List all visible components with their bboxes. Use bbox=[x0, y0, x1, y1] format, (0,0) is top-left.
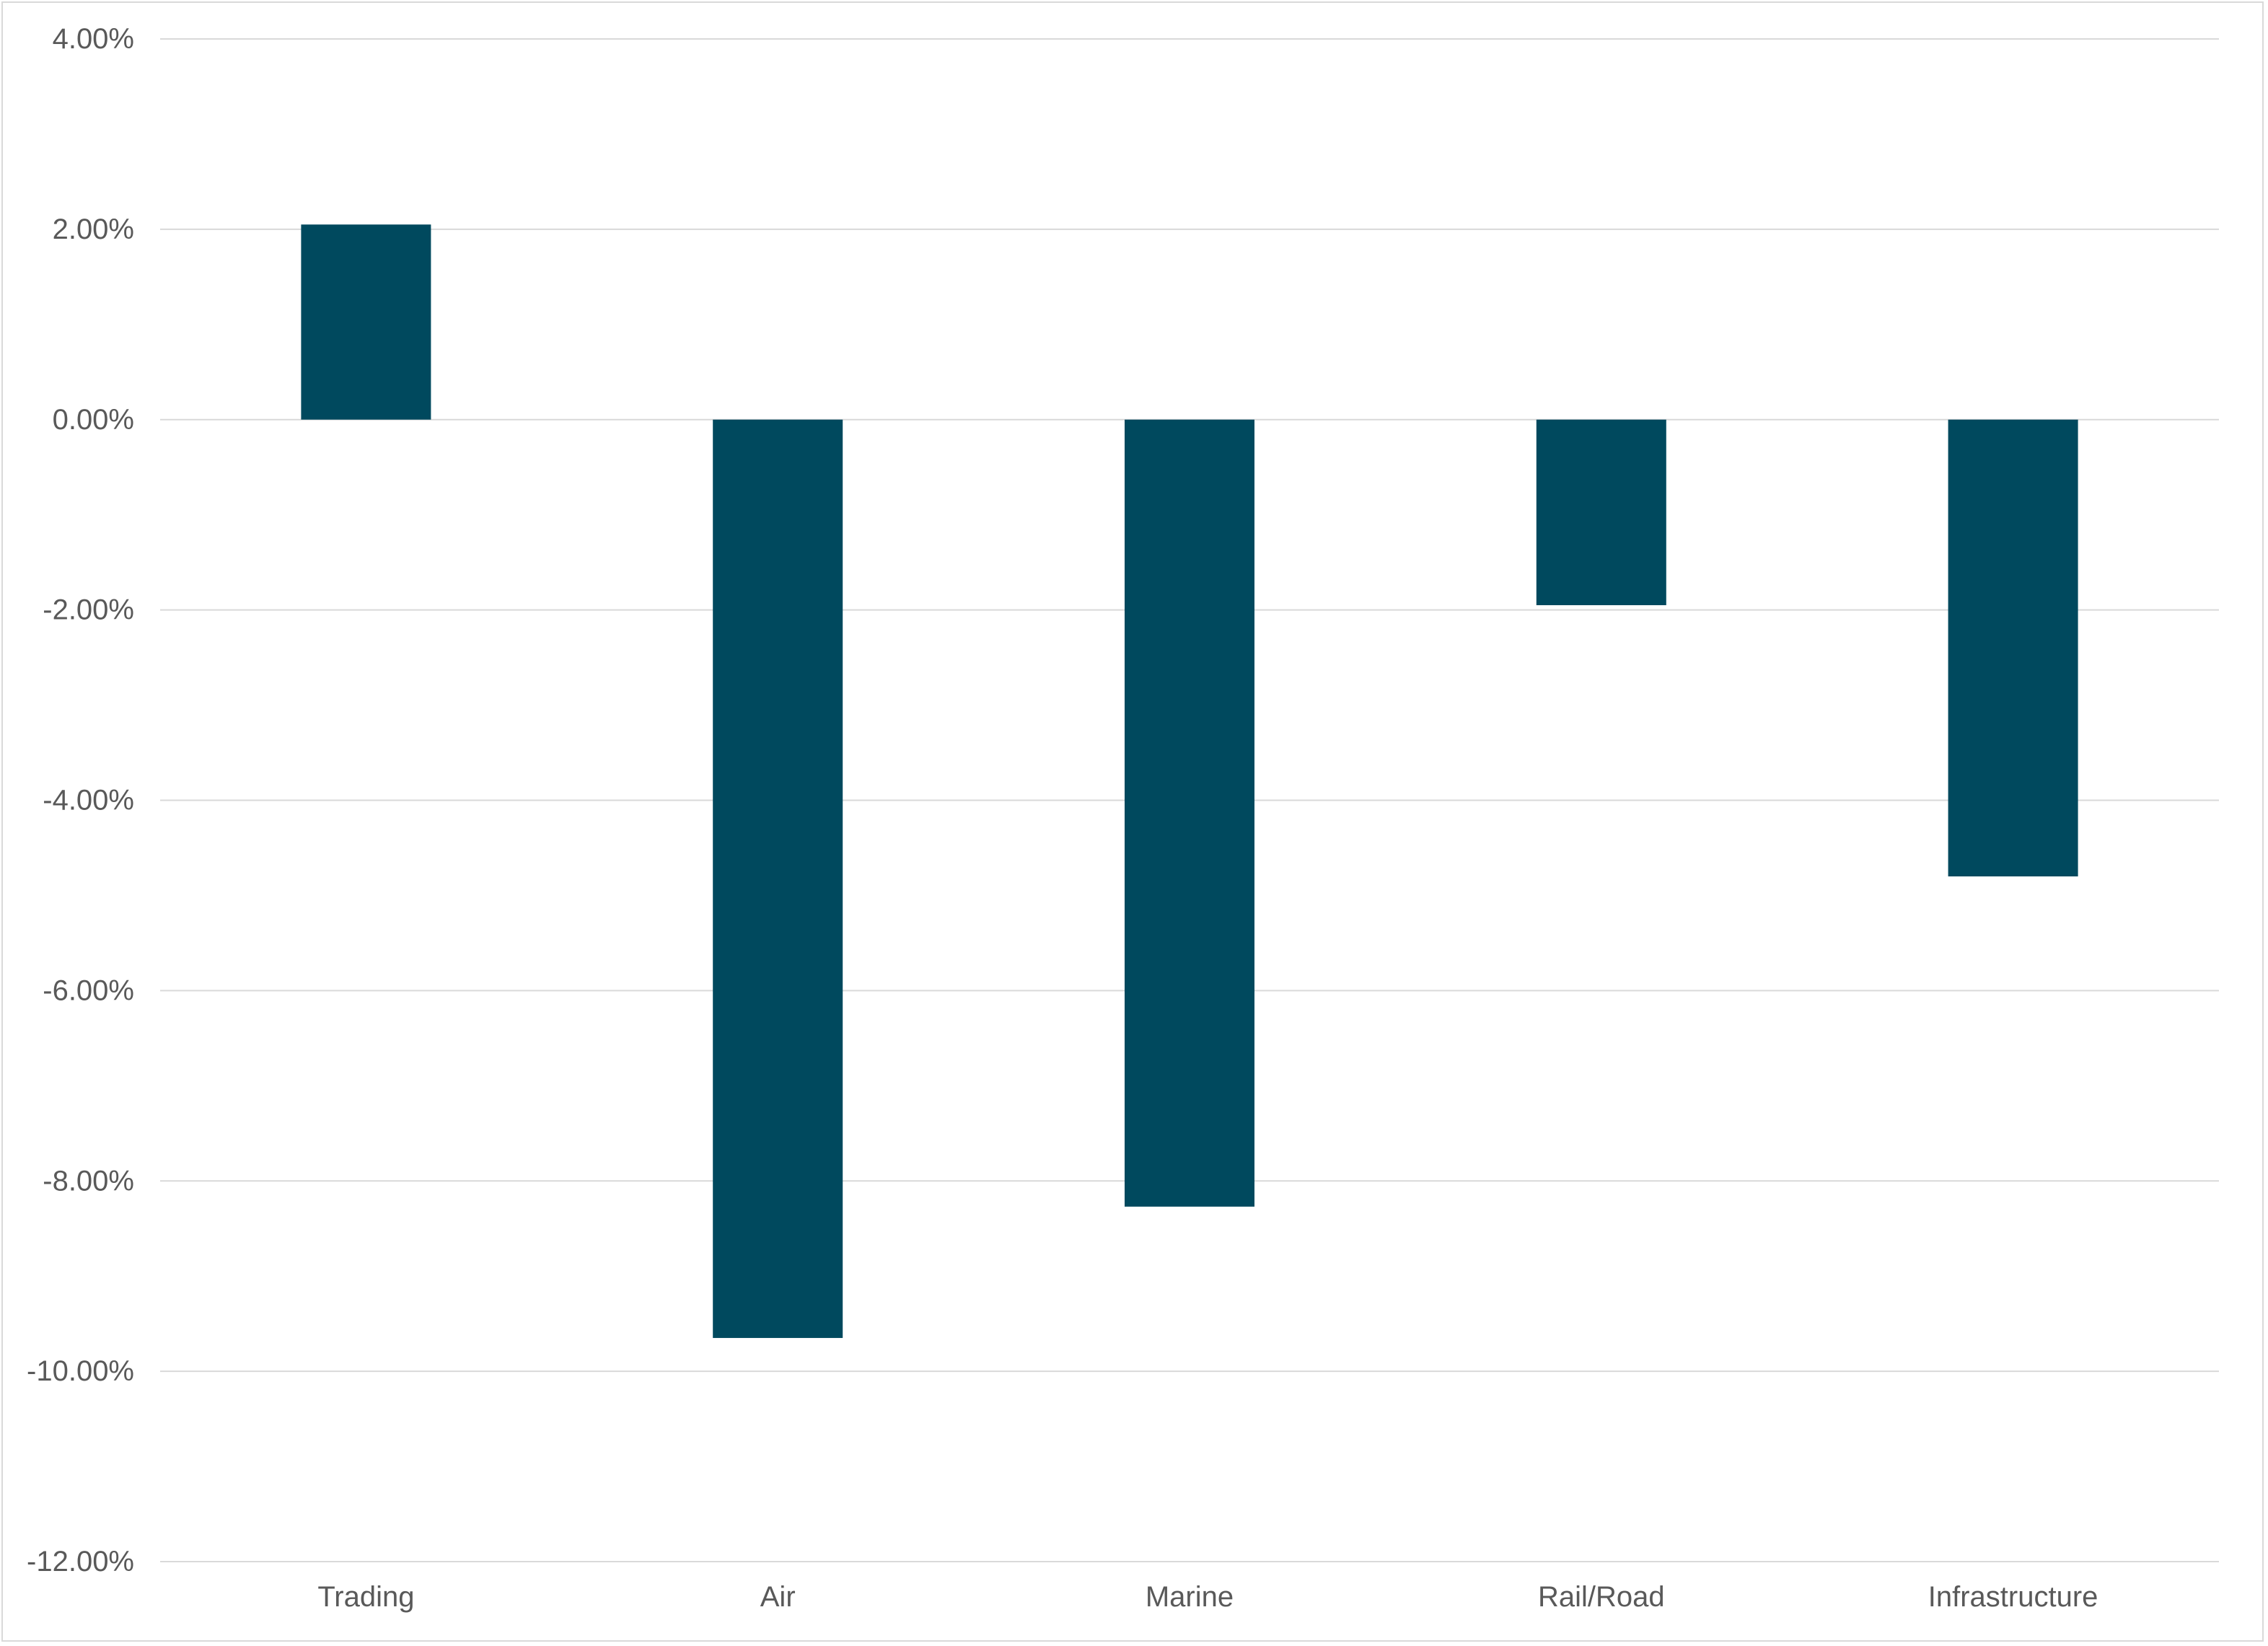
bar-infrastructure bbox=[1948, 419, 2078, 877]
y-tick-label: 2.00% bbox=[53, 214, 134, 245]
bar-marine bbox=[1125, 419, 1254, 1207]
y-tick-label: -6.00% bbox=[43, 974, 134, 1006]
bar-trading bbox=[301, 224, 431, 420]
x-axis-tick-labels: Trading Air Marine Rail/Road Infrastructure bbox=[317, 1581, 2098, 1613]
x-tick-label: Infrastructure bbox=[1928, 1581, 2098, 1613]
y-tick-label: -2.00% bbox=[43, 594, 134, 626]
x-tick-label: Air bbox=[760, 1581, 796, 1613]
bar-rail-road bbox=[1536, 419, 1666, 606]
x-tick-label: Marine bbox=[1146, 1581, 1234, 1613]
y-tick-label: -4.00% bbox=[43, 785, 134, 817]
x-tick-label: Rail/Road bbox=[1538, 1581, 1665, 1613]
y-tick-label: 0.00% bbox=[53, 404, 134, 436]
bar-air bbox=[713, 419, 843, 1338]
y-tick-label: -12.00% bbox=[27, 1546, 134, 1577]
y-tick-label: -8.00% bbox=[43, 1165, 134, 1197]
y-tick-label: -10.00% bbox=[27, 1355, 134, 1387]
y-axis-tick-labels: 4.00% 2.00% 0.00% -2.00% -4.00% -6.00% -8.00% -… bbox=[27, 23, 134, 1577]
bars bbox=[301, 224, 2078, 1338]
x-tick-label: Trading bbox=[317, 1581, 414, 1613]
y-tick-label: 4.00% bbox=[53, 23, 134, 55]
